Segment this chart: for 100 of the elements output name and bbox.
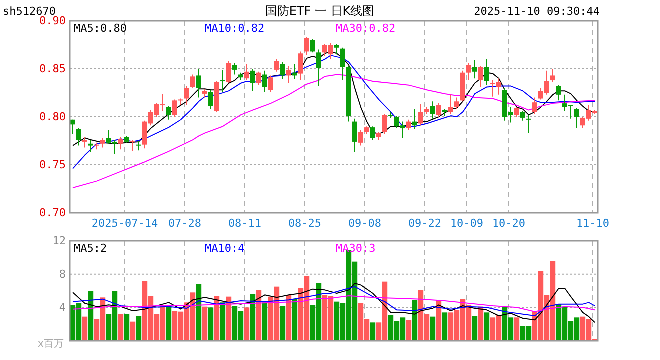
- candlestick: [88, 140, 94, 154]
- candlestick: [382, 114, 388, 135]
- x-tick-label: 09-22: [408, 217, 442, 230]
- line-series: [72, 286, 596, 316]
- bar: [430, 316, 436, 341]
- line-series: [72, 283, 596, 324]
- bar: [166, 306, 172, 341]
- text: MA10:0.82: [205, 22, 265, 35]
- candlestick: [454, 97, 460, 110]
- candlestick: [262, 70, 268, 93]
- bar: [220, 302, 226, 341]
- x-tick-label: 10-20: [492, 217, 526, 230]
- candlestick: [412, 108, 418, 130]
- candlestick: [334, 44, 340, 56]
- bar: [262, 302, 268, 341]
- candlestick: [286, 66, 292, 84]
- candlestick: [166, 106, 172, 120]
- text: MA5:0.80: [74, 22, 127, 35]
- y-tick-label: 8: [59, 268, 66, 281]
- candlestick: [136, 140, 142, 152]
- candlestick: [268, 75, 274, 93]
- candlestick: [358, 130, 364, 146]
- candlestick: [430, 101, 436, 120]
- candlestick: [226, 60, 232, 84]
- x-tick-label: 09-08: [348, 217, 382, 230]
- bar: [202, 306, 208, 341]
- candlestick: [184, 86, 190, 106]
- candlestick: [256, 71, 262, 86]
- bar: [196, 284, 202, 341]
- bar: [136, 316, 142, 341]
- bar: [292, 299, 298, 341]
- bar: [472, 316, 478, 341]
- y-tick-label: 0.75: [40, 158, 66, 172]
- text: MA10:4: [205, 242, 246, 255]
- candlestick: [370, 126, 376, 141]
- y-tick-label: 4: [59, 301, 66, 314]
- bar: [280, 306, 286, 341]
- x-tick-label: 11-10: [576, 217, 610, 230]
- candlestick: [472, 60, 478, 80]
- candlestick: [304, 36, 310, 56]
- bar: [442, 312, 448, 341]
- bar: [412, 300, 418, 341]
- candlestick: [436, 103, 442, 118]
- y-tick-label: 0.85: [40, 62, 66, 76]
- candlestick: [340, 47, 346, 82]
- text: MA5:2: [74, 242, 108, 255]
- x-tick-label: 2025-07-14: [92, 217, 158, 230]
- x-tick-label: 08-25: [288, 217, 322, 230]
- candlestick: [310, 38, 316, 54]
- candlestick: [484, 58, 490, 86]
- candlestick: [100, 138, 106, 148]
- candlestick: [520, 110, 526, 122]
- x-tick-label: 10-09: [450, 217, 484, 230]
- candlestick: [196, 68, 202, 98]
- text: 2025-11-10 09:30:44: [474, 5, 600, 18]
- y-tick-label: 0.90: [40, 14, 66, 28]
- bar: [124, 314, 130, 341]
- candlestick: [352, 118, 358, 154]
- bar: [244, 308, 250, 341]
- bar: [286, 295, 292, 341]
- candlestick: [220, 69, 226, 93]
- x-tick-label: 08-11: [228, 217, 262, 230]
- candlestick: [280, 62, 286, 80]
- text: MA30:0.82: [336, 22, 396, 35]
- candlestick: [406, 119, 412, 131]
- candlestick: [118, 136, 124, 150]
- candlestick: [556, 84, 562, 102]
- candlestick: [514, 106, 520, 118]
- candlestick: [244, 64, 250, 82]
- candlestick: [526, 114, 532, 134]
- candlestick: [232, 62, 238, 76]
- candlestick: [418, 104, 424, 126]
- y-tick-label: 0.80: [40, 110, 66, 124]
- candlestick: [274, 58, 280, 72]
- candlestick: [448, 94, 454, 115]
- candlestick: [550, 68, 556, 83]
- bar: [118, 314, 124, 341]
- candlestick: [316, 49, 322, 87]
- y-tick-label: 0.70: [40, 206, 66, 220]
- y-axis-title: x百万: [38, 339, 64, 350]
- candlestick: [172, 99, 178, 118]
- chart-title: 国防ETF 一 日K线图: [265, 4, 375, 18]
- text: MA30:3: [336, 242, 376, 255]
- bar: [484, 312, 490, 341]
- line-series: [72, 74, 596, 189]
- candlestick: [466, 62, 472, 82]
- x-tick-label: 07-28: [168, 217, 202, 230]
- candlestick: [76, 128, 82, 146]
- candlestick: [298, 51, 304, 82]
- candlestick: [82, 136, 88, 148]
- candlestick: [130, 140, 136, 152]
- candlestick: [250, 68, 256, 92]
- bar: [514, 318, 520, 341]
- candlestick: [532, 97, 538, 115]
- bar: [130, 322, 136, 341]
- candlestick: [190, 74, 196, 89]
- bar: [370, 322, 376, 341]
- bar: [208, 308, 214, 341]
- candlestick: [478, 66, 484, 88]
- candlestick: [574, 108, 580, 130]
